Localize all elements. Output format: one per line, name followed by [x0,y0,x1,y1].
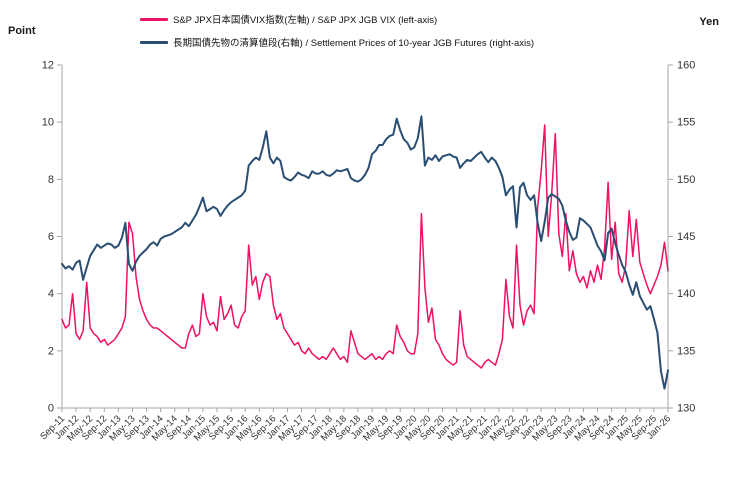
left-axis-tick-label: 12 [42,60,54,72]
left-axis-tick-label: 6 [48,231,54,243]
legend: S&P JPX日本国債VIX指数(左軸) / S&P JPX JGB VIX (… [140,12,534,49]
right-axis-tick-label: 135 [677,345,695,357]
right-axis-tick-label: 155 [677,117,695,129]
left-axis-tick-label: 10 [42,117,54,129]
vix-series-label: S&P JPX日本国債VIX指数(左軸) / S&P JPX JGB VIX (… [173,15,438,26]
left-axis-title: Point [8,25,36,37]
right-axis-tick-label: 130 [677,403,695,415]
right-axis-tick-label: 160 [677,60,695,72]
left-axis-tick-label: 4 [48,288,54,300]
vix-series-swatch [140,17,168,21]
left-axis-tick-label: 2 [48,345,54,357]
futures-series-label: 長期国債先物の清算値段(右軸) / Settlement Prices of 1… [173,38,535,49]
left-axis-tick-label: 0 [48,403,54,415]
right-axis-tick-label: 145 [677,231,695,243]
right-axis-tick-label: 150 [677,174,695,186]
futures-series-line [61,115,669,390]
legend-item-futures: 長期国債先物の清算値段(右軸) / Settlement Prices of 1… [140,35,534,49]
legend-item-vix: S&P JPX日本国債VIX指数(左軸) / S&P JPX JGB VIX (… [140,12,534,26]
left-axis-tick-label: 8 [48,174,54,186]
vix-series-line [61,124,669,369]
right-axis-title: Yen [699,16,719,28]
right-axis-tick-label: 140 [677,288,695,300]
futures-series-swatch [140,40,168,44]
